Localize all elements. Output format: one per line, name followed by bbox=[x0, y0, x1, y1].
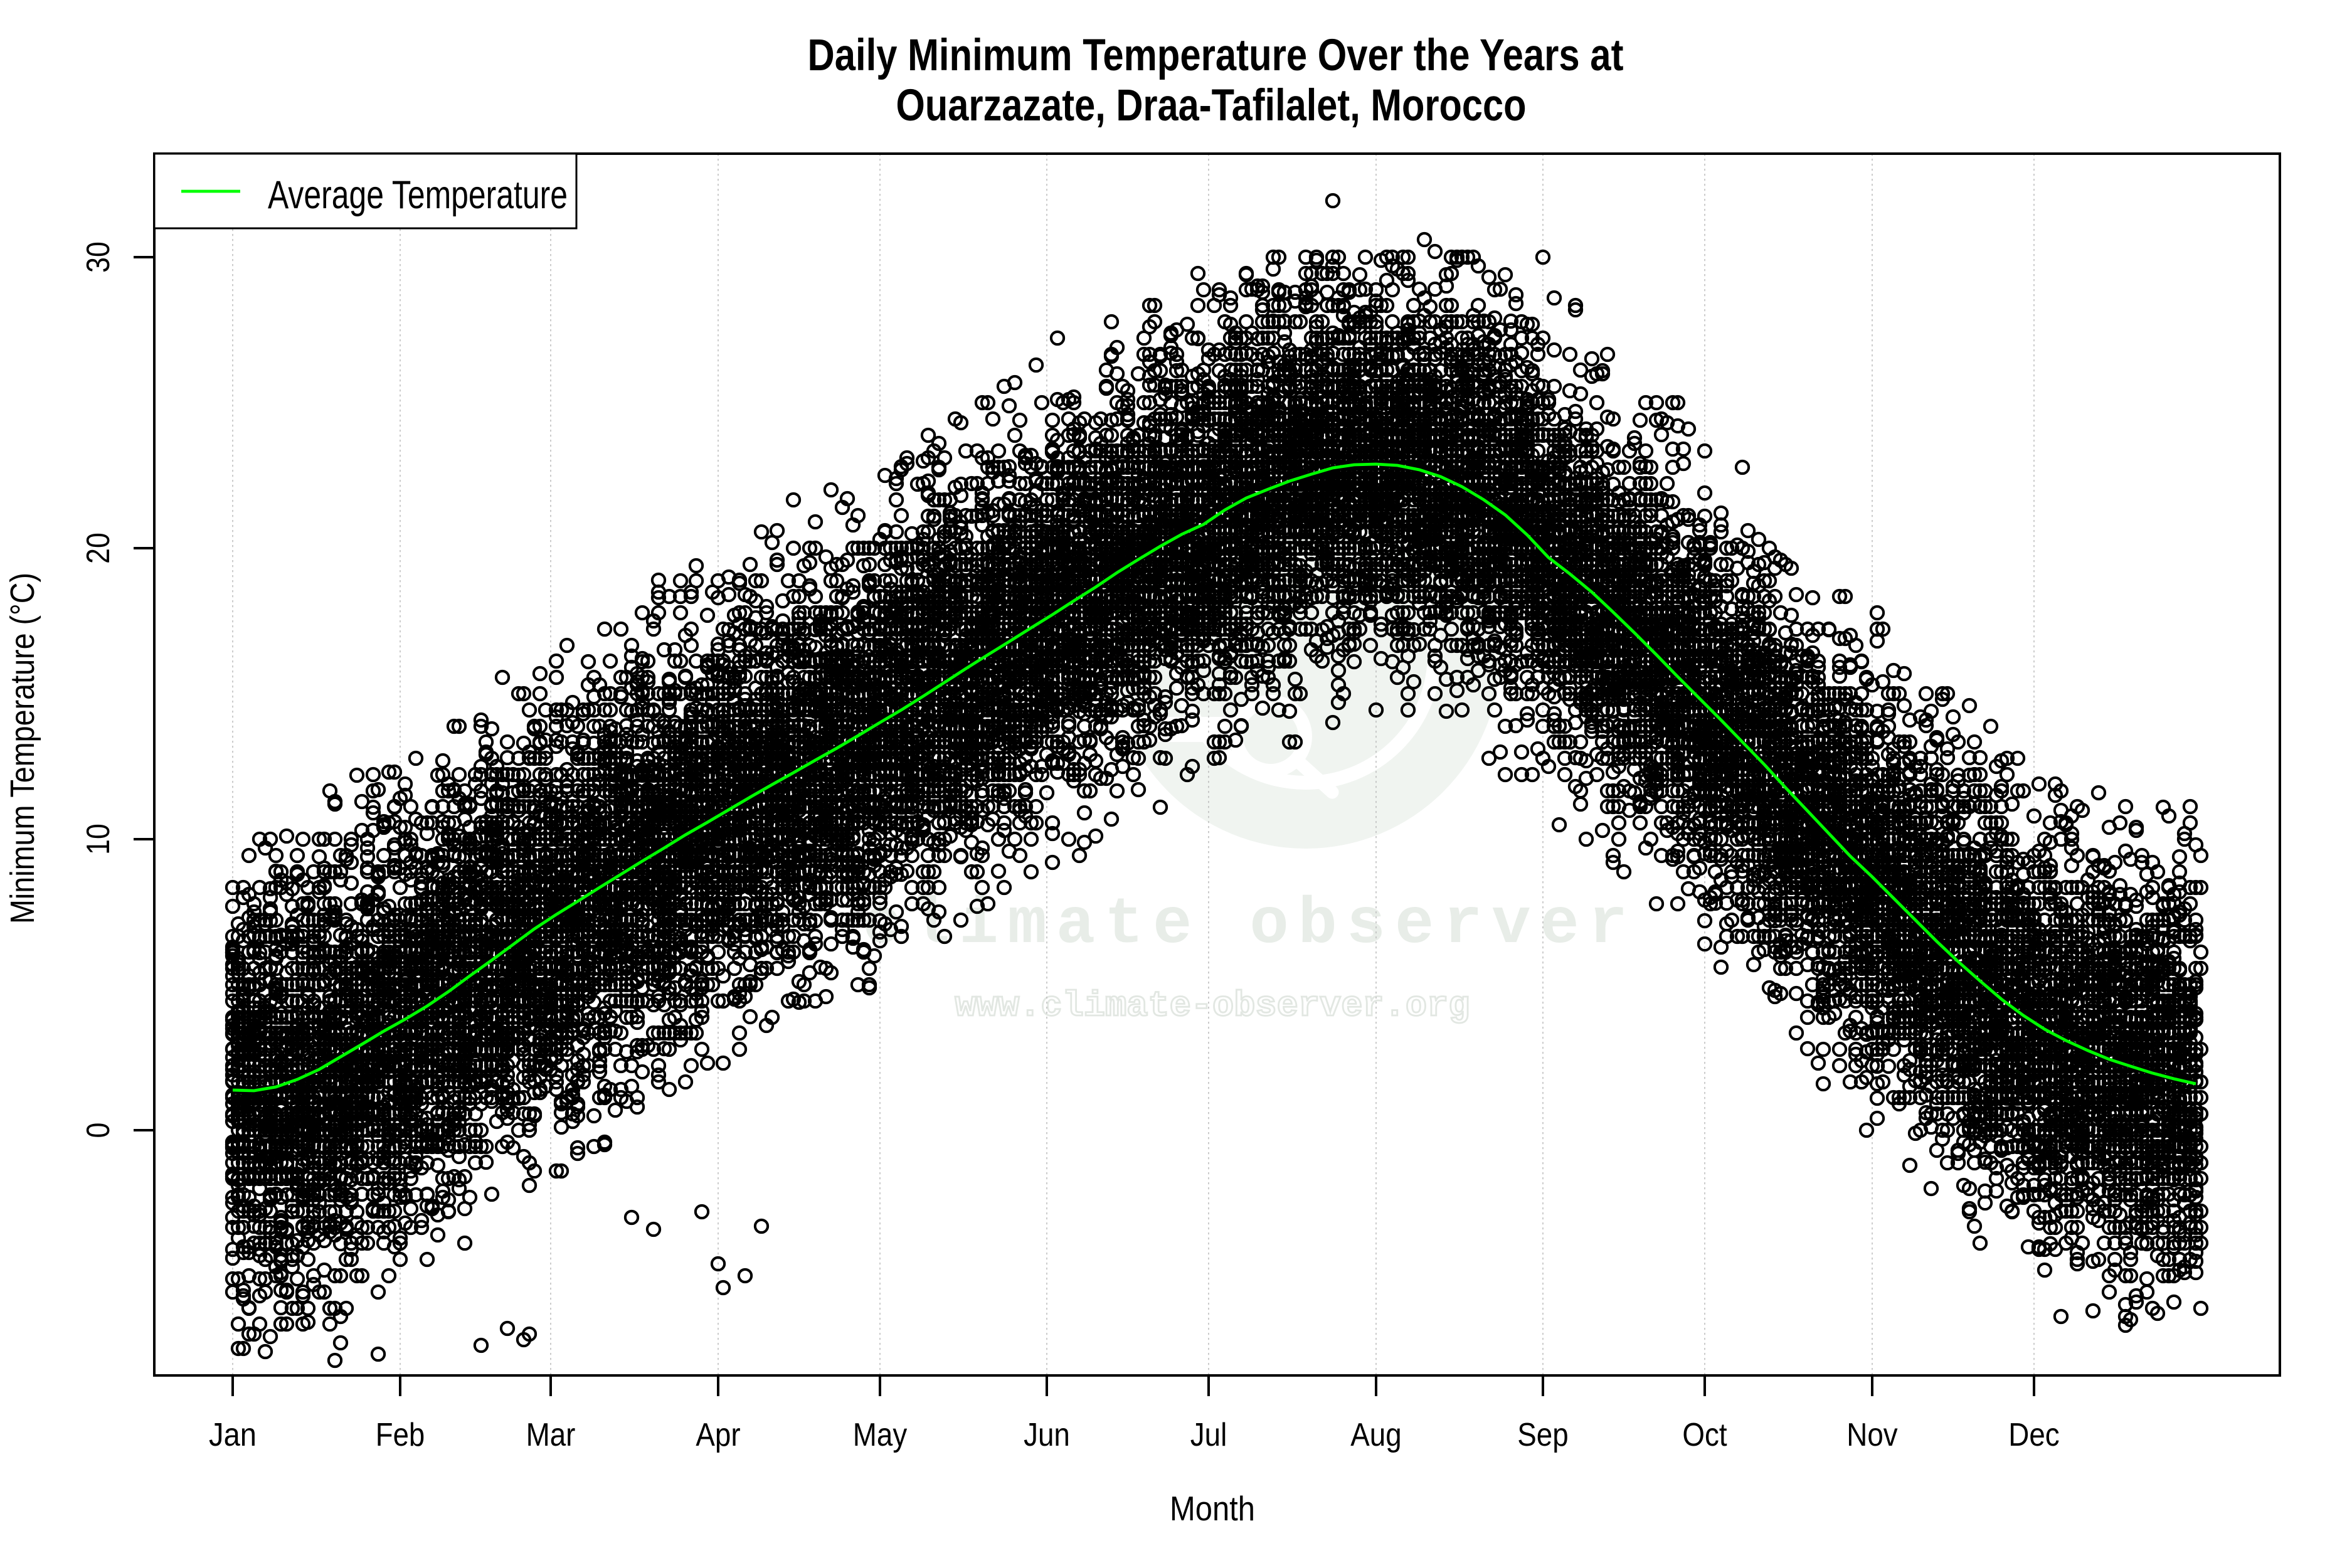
svg-text:www.climate-observer.org: www.climate-observer.org bbox=[955, 987, 1470, 1027]
